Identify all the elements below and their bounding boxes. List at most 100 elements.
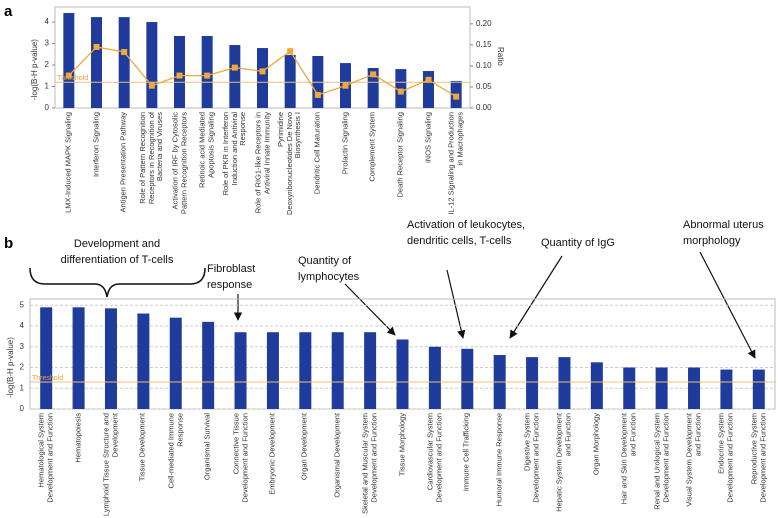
bar <box>201 36 213 109</box>
y-tick-label: 4 <box>20 321 25 330</box>
bar <box>461 348 474 409</box>
x-tick-label: Hepatic System Development and Function <box>554 413 573 512</box>
x-tick-label: Lymphoid Tissue Structure and Developmen… <box>101 413 119 517</box>
bar <box>137 313 150 409</box>
bar <box>395 69 407 108</box>
ratio-marker <box>287 48 294 55</box>
x-tick-label: Activation of IRF by Cytosolic Pattern R… <box>169 112 188 215</box>
x-tick-label: Digestive System Development and Functio… <box>522 413 541 503</box>
annotation: Fibroblast response <box>207 263 256 291</box>
x-tick-label: Cell-mediated Immune Response <box>166 413 184 489</box>
bar <box>364 332 377 409</box>
ratio-marker <box>231 64 238 71</box>
bar <box>63 13 75 108</box>
y2-tick-label: 0.00 <box>476 103 492 112</box>
x-tick-label: Hematological System Development and Fun… <box>36 413 55 503</box>
y-tick-label: 3 <box>45 39 50 48</box>
annotation: Quantity of IgG <box>541 237 615 249</box>
x-tick-label: Tissue Morphology <box>397 413 407 477</box>
bar <box>720 369 733 409</box>
bar <box>367 68 379 108</box>
x-tick-label: Interferon Signaling <box>91 112 101 178</box>
x-tick-label: Dendritic Cell Maturation <box>312 112 322 195</box>
x-tick-label: Role of PKR in Interferon Induction and … <box>220 112 248 196</box>
ratio-marker <box>397 88 404 95</box>
y-tick-label: 1 <box>45 82 50 91</box>
ratio-marker <box>65 72 72 79</box>
y-axis-label: -log(B-H p-value) <box>30 39 39 100</box>
ratio-marker <box>370 71 377 78</box>
x-tick-label: Visual System Development and Function <box>684 413 703 507</box>
ratio-marker <box>204 72 211 79</box>
annotation: Activation of leukocytes, dendritic cell… <box>407 219 526 247</box>
x-tick-label: Cardiovascular System Development and Fu… <box>425 413 443 503</box>
bar <box>72 307 85 409</box>
bar <box>428 346 441 409</box>
bar <box>174 36 185 109</box>
y-tick-label: 0 <box>45 103 50 112</box>
threshold-label: Threshold <box>32 375 63 382</box>
x-tick-label: Renal and Urological System Development … <box>652 413 670 510</box>
bar <box>202 321 215 409</box>
y2-tick-label: 0.10 <box>476 61 492 70</box>
y-tick-label: 3 <box>20 342 25 351</box>
bar <box>590 362 603 409</box>
x-tick-label: Embryonic Development <box>267 413 277 495</box>
bar <box>688 367 701 409</box>
ratio-marker <box>93 43 100 50</box>
y-tick-label: 0 <box>20 404 25 413</box>
x-tick-label: Tissue Development <box>138 413 148 482</box>
x-tick-label: Organ Morphology <box>591 413 601 476</box>
bar <box>299 332 312 409</box>
threshold-label: Threshold <box>57 75 88 82</box>
y-axis-label: -log(B-H p-value) <box>6 337 15 398</box>
x-tick-label: Organ Development <box>300 413 309 481</box>
y2-tick-label: 0.20 <box>476 19 492 28</box>
bar <box>526 357 539 409</box>
ratio-marker <box>314 91 321 98</box>
ratio-marker <box>453 93 460 100</box>
bar <box>558 357 571 409</box>
annotation: Quantity of lymphocytes <box>298 255 360 283</box>
annotation: Abnormal uterus morphology <box>683 219 764 247</box>
arrow <box>344 283 396 336</box>
ratio-marker <box>342 82 349 89</box>
x-tick-label: IL-12 Signaling and Production in Macrop… <box>446 112 465 215</box>
bar <box>284 54 296 108</box>
arrow <box>509 255 563 339</box>
x-tick-label: Humoral Immune Response <box>494 413 504 507</box>
bar <box>623 367 636 409</box>
x-tick-label: Role of RIG1-like Receptors in Antiviral… <box>252 112 271 214</box>
y-tick-label: 2 <box>20 363 25 372</box>
bar <box>40 307 53 409</box>
x-tick-label: Antigen Presentation Pathway <box>118 112 128 213</box>
x-tick-label: Prolactin Signaling <box>340 112 350 175</box>
ratio-marker <box>176 72 183 79</box>
x-tick-label: Death Receptor Signaling <box>395 112 405 198</box>
x-tick-label: Organismal Survival <box>202 413 212 481</box>
x-tick-label: Hair and Skin Development and Function <box>619 413 638 505</box>
x-tick-label: Immune Cell Trafficking <box>461 413 471 492</box>
ratio-marker <box>148 82 155 89</box>
bar <box>229 45 241 108</box>
panel-label: a <box>4 3 13 20</box>
y2-tick-label: 0.15 <box>476 40 492 49</box>
x-tick-label: Complement System <box>367 112 377 182</box>
x-tick-label: Reproductive System Development and Func… <box>749 413 767 503</box>
x-tick-label: iNOS Signaling <box>423 112 433 163</box>
x-tick-label: Role of Pattern Recognition Receptors in… <box>137 112 165 205</box>
annotation: Development and differentiation of T-cel… <box>60 238 174 266</box>
y2-axis-label: Ratio <box>496 47 505 66</box>
bar <box>104 308 117 409</box>
y-tick-label: 4 <box>45 17 50 26</box>
x-tick-label: Organismal Development <box>332 413 342 498</box>
bar <box>118 17 130 109</box>
bar <box>169 317 182 409</box>
y-tick-label: 1 <box>20 383 25 392</box>
x-tick-label: Pyrimidine Deoxyribonucleotides De Novo … <box>276 112 303 215</box>
x-tick-label: Hematopoiesis <box>73 413 83 463</box>
y-tick-label: 5 <box>20 300 25 309</box>
bar <box>423 71 434 108</box>
x-tick-label: Endocrine System Development and Functio… <box>716 413 735 503</box>
